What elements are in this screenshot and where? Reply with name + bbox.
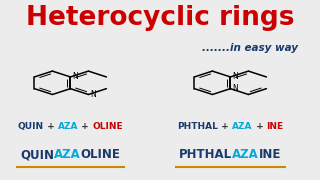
Text: +: + [218, 122, 232, 131]
Text: N: N [232, 84, 238, 93]
Text: AZA: AZA [58, 122, 78, 131]
Text: QUIN: QUIN [20, 148, 54, 161]
Text: +: + [78, 122, 92, 131]
Text: OLINE: OLINE [92, 122, 123, 131]
Text: .......in easy way: .......in easy way [202, 43, 298, 53]
Text: AZA: AZA [232, 122, 252, 131]
Text: N: N [232, 72, 238, 81]
Text: +: + [44, 122, 58, 131]
Text: INE: INE [259, 148, 282, 161]
Text: AZA: AZA [54, 148, 81, 161]
Text: N: N [90, 90, 96, 99]
Text: OLINE: OLINE [81, 148, 121, 161]
Text: PHTHAL: PHTHAL [177, 122, 218, 131]
Text: PHTHAL: PHTHAL [179, 148, 232, 161]
Text: AZA: AZA [232, 148, 259, 161]
Text: N: N [72, 72, 78, 81]
Text: +: + [252, 122, 266, 131]
Text: INE: INE [266, 122, 284, 131]
Text: QUIN: QUIN [18, 122, 44, 131]
Text: Heterocyclic rings: Heterocyclic rings [26, 5, 294, 31]
